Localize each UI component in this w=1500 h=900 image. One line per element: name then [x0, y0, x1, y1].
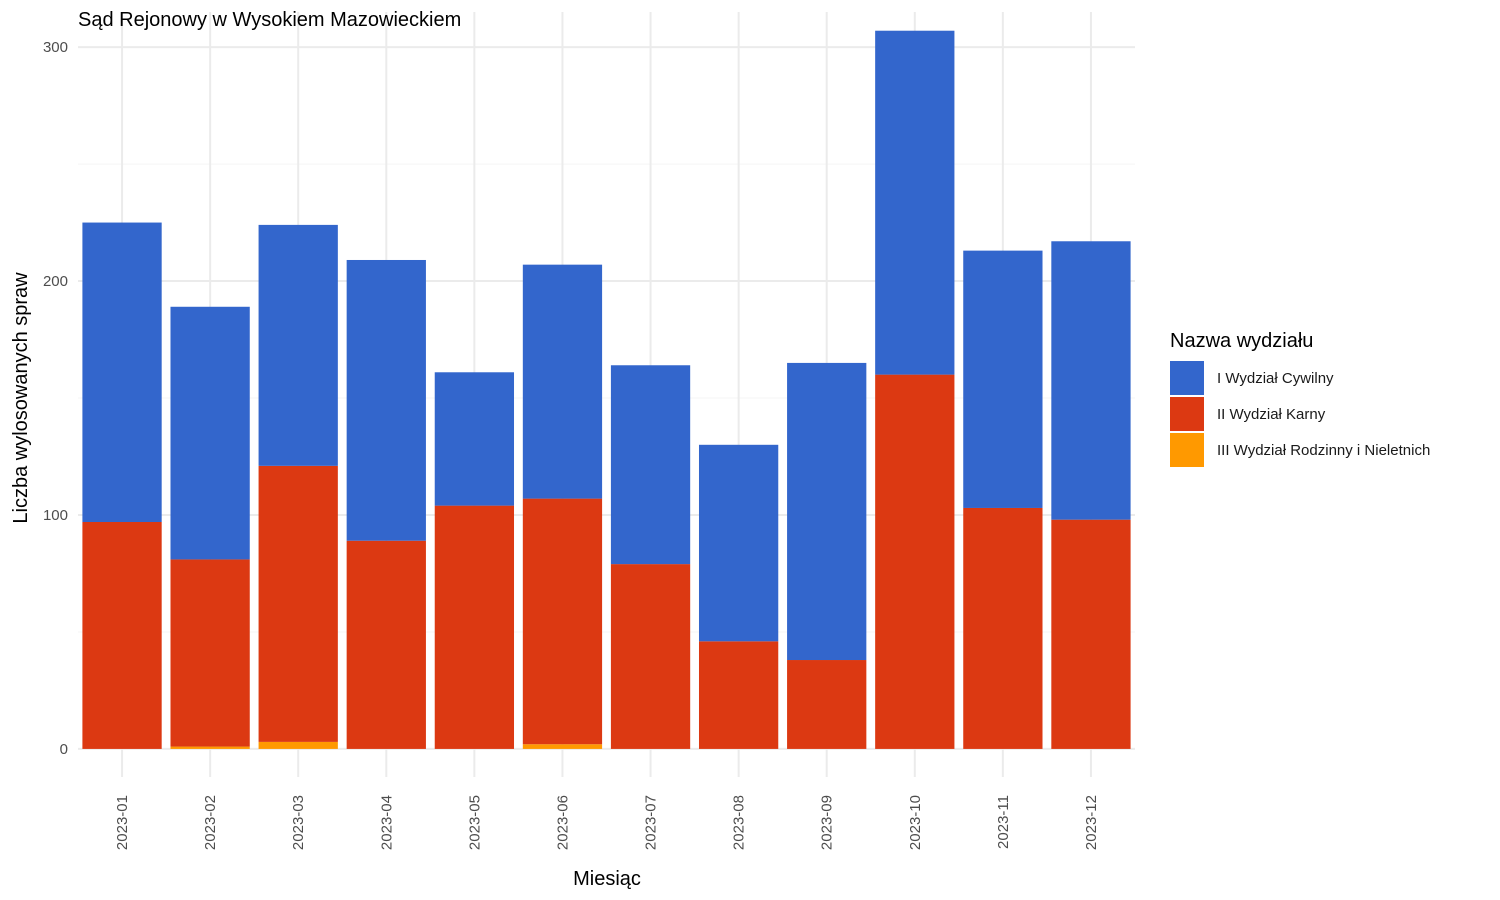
bar-segment-2023-11-s2: [963, 250, 1043, 508]
legend-key: [1170, 433, 1204, 467]
bar-segment-2023-02-s2: [170, 306, 250, 560]
bar-segment-2023-09-s1: [787, 660, 867, 749]
bar-segment-2023-05-s2: [434, 372, 515, 506]
y-axis: 0 100 200 300: [43, 39, 68, 758]
bar-segment-2023-03-s2: [258, 224, 338, 466]
x-tick-label: 2023-05: [466, 795, 483, 850]
bar-segment-2023-10-s2: [875, 30, 955, 375]
bar-segment-2023-06-s0: [522, 744, 603, 749]
bar-segment-2023-04-s2: [346, 259, 426, 541]
bar-segment-2023-08-s1: [698, 641, 779, 749]
bar-segment-2023-11-s1: [963, 507, 1043, 749]
bar-segment-2023-12-s1: [1051, 519, 1131, 749]
bar-segment-2023-03-s1: [258, 465, 338, 742]
legend-key: [1170, 397, 1204, 431]
bar-segment-2023-06-s1: [522, 498, 603, 745]
x-axis-title: Miesiąc: [573, 868, 641, 890]
y-tick-label: 0: [60, 741, 68, 758]
bar-segment-2023-12-s2: [1051, 241, 1131, 520]
bar-segment-2023-07-s2: [610, 365, 691, 565]
bar-segment-2023-06-s2: [522, 264, 603, 499]
x-tick-label: 2023-03: [290, 795, 307, 850]
legend-label: III Wydział Rodzinny i Nieletnich: [1217, 442, 1430, 459]
y-tick-label: 300: [43, 39, 68, 56]
x-tick-label: 2023-06: [554, 795, 571, 850]
x-tick-label: 2023-11: [995, 795, 1012, 849]
bar-segment-2023-02-s0: [170, 746, 250, 749]
legend-label: I Wydział Cywilny: [1217, 370, 1334, 387]
x-axis: 2023-01 2023-02 2023-03 2023-04 2023-05 2023-…: [114, 795, 1100, 850]
x-tick-label: 2023-07: [643, 795, 660, 850]
legend-key: [1170, 361, 1204, 395]
bar-segment-2023-03-s0: [258, 741, 338, 749]
bar-segment-2023-07-s1: [610, 564, 691, 749]
chart-title: Sąd Rejonowy w Wysokiem Mazowieckiem: [78, 9, 461, 31]
bar-segment-2023-04-s1: [346, 540, 426, 749]
x-tick-label: 2023-12: [1083, 795, 1100, 850]
bar-segment-2023-02-s1: [170, 559, 250, 747]
x-tick-label: 2023-08: [731, 795, 748, 850]
x-tick-label: 2023-09: [819, 795, 836, 850]
bar-segment-2023-01-s2: [82, 222, 162, 522]
y-tick-label: 100: [43, 507, 68, 524]
y-tick-label: 200: [43, 273, 68, 290]
x-tick-label: 2023-02: [202, 795, 219, 850]
bar-segment-2023-05-s1: [434, 505, 515, 749]
x-tick-label: 2023-10: [907, 795, 924, 850]
legend-label: II Wydział Karny: [1217, 406, 1326, 423]
legend-title: Nazwa wydziału: [1170, 330, 1313, 352]
bar-segment-2023-01-s1: [82, 522, 162, 749]
bars: [82, 30, 1131, 749]
y-axis-title: Liczba wylosowanych spraw: [10, 272, 32, 524]
bar-segment-2023-08-s2: [698, 444, 779, 642]
bar-segment-2023-09-s2: [787, 362, 867, 661]
x-tick-label: 2023-01: [114, 795, 131, 850]
x-tick-label: 2023-04: [378, 795, 395, 850]
legend: Nazwa wydziału I Wydział Cywilny II Wydzi…: [1170, 330, 1430, 467]
bar-segment-2023-10-s1: [875, 374, 955, 749]
